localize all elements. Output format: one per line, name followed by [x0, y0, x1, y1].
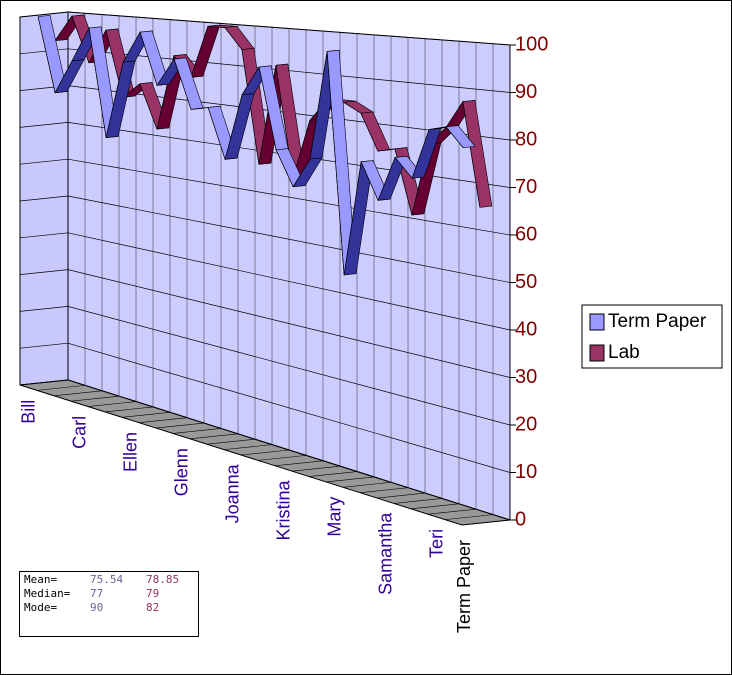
stats-cell: 90 — [90, 601, 103, 614]
stats-cell: 82 — [146, 601, 159, 614]
floor-line — [104, 406, 154, 413]
floor-line — [70, 395, 120, 402]
floor-line — [308, 471, 358, 477]
floor-line — [19, 379, 69, 386]
x-tick-label: Carl — [70, 416, 90, 449]
floor-line — [257, 455, 307, 461]
floor-line — [410, 503, 460, 510]
y-tick-label: 90 — [515, 81, 537, 103]
y-tick-label: 60 — [515, 223, 537, 245]
y-tick-label: 70 — [515, 176, 537, 198]
legend-label: Term Paper — [608, 311, 707, 332]
floor-line — [138, 417, 188, 423]
floor-line — [223, 444, 273, 450]
y-tick-label: 30 — [515, 366, 537, 388]
x-tick-label: Kristina — [274, 479, 294, 540]
floor-line — [53, 390, 103, 397]
floor-line — [427, 508, 477, 515]
floor-line — [87, 401, 137, 407]
floor-line — [359, 487, 409, 493]
stats-cell: 78.85 — [146, 573, 179, 586]
stats-cell: 79 — [146, 587, 159, 600]
y-tick-label: 100 — [515, 33, 548, 55]
series-marks — [37, 14, 493, 276]
series-line — [37, 16, 464, 275]
y-tick-label: 10 — [515, 461, 537, 483]
depth-label: Term Paper — [454, 540, 474, 633]
floor-line — [376, 492, 426, 499]
x-tick-label: Joanna — [223, 463, 243, 523]
stats-cell: 75.54 — [90, 573, 123, 586]
floor-line — [240, 449, 290, 456]
x-tick-label: Mary — [325, 497, 345, 537]
stats-cell: Mean= — [24, 573, 57, 586]
stats-cell: Median= — [24, 587, 71, 600]
floor-line — [155, 422, 205, 429]
stats-cell: 77 — [90, 587, 103, 600]
floor-line — [325, 476, 375, 483]
floor-line — [189, 433, 239, 440]
floor-line — [36, 385, 86, 391]
floor-line — [342, 482, 392, 488]
x-tick-label: Glenn — [172, 448, 192, 496]
floor-line — [461, 519, 511, 526]
floor-line — [121, 412, 171, 418]
floor-line — [172, 428, 222, 434]
floor-line — [393, 498, 443, 504]
legend-swatch — [589, 344, 605, 362]
y-tick-label: 40 — [515, 318, 537, 340]
y-tick-label: 50 — [515, 271, 537, 293]
x-tick-label: Ellen — [121, 432, 141, 472]
floor-line — [444, 514, 494, 520]
x-tick-label: Teri — [427, 529, 447, 558]
labels: 0 10 20 30 40 50 60 70 80 90 100 Bill Carl Ellen Glenn… — [19, 33, 549, 595]
stats-box — [19, 571, 199, 637]
y-tick-label: 80 — [515, 128, 537, 150]
legend-label: Lab — [608, 342, 640, 363]
floor-line — [206, 438, 256, 445]
legend-swatch — [589, 313, 605, 331]
x-tick-label: Samantha — [376, 512, 396, 595]
x-tick-label: Bill — [19, 400, 39, 424]
stats-cell: Mode= — [24, 601, 57, 614]
floor-line — [291, 465, 341, 472]
y-tick-label: 0 — [515, 508, 526, 530]
floor-line — [274, 460, 324, 467]
legend — [581, 304, 723, 369]
y-tick-label: 20 — [515, 413, 537, 435]
